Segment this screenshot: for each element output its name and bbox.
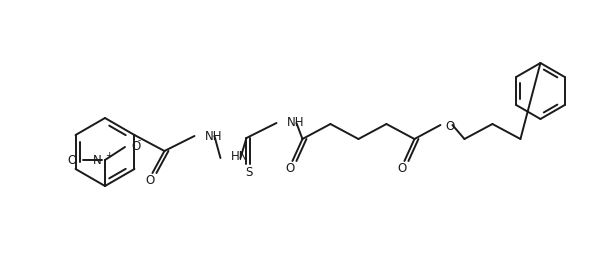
Text: HN: HN xyxy=(230,150,248,163)
Text: N: N xyxy=(93,153,101,167)
Text: -: - xyxy=(138,137,141,145)
Text: O: O xyxy=(398,163,407,175)
Text: O: O xyxy=(286,163,295,175)
Text: NH: NH xyxy=(287,116,304,129)
Text: S: S xyxy=(245,165,252,179)
Text: O: O xyxy=(68,153,77,167)
Text: +: + xyxy=(105,151,112,159)
Text: O: O xyxy=(445,120,455,133)
Text: O: O xyxy=(146,175,155,187)
Text: NH: NH xyxy=(205,130,222,144)
Text: O: O xyxy=(131,139,141,152)
